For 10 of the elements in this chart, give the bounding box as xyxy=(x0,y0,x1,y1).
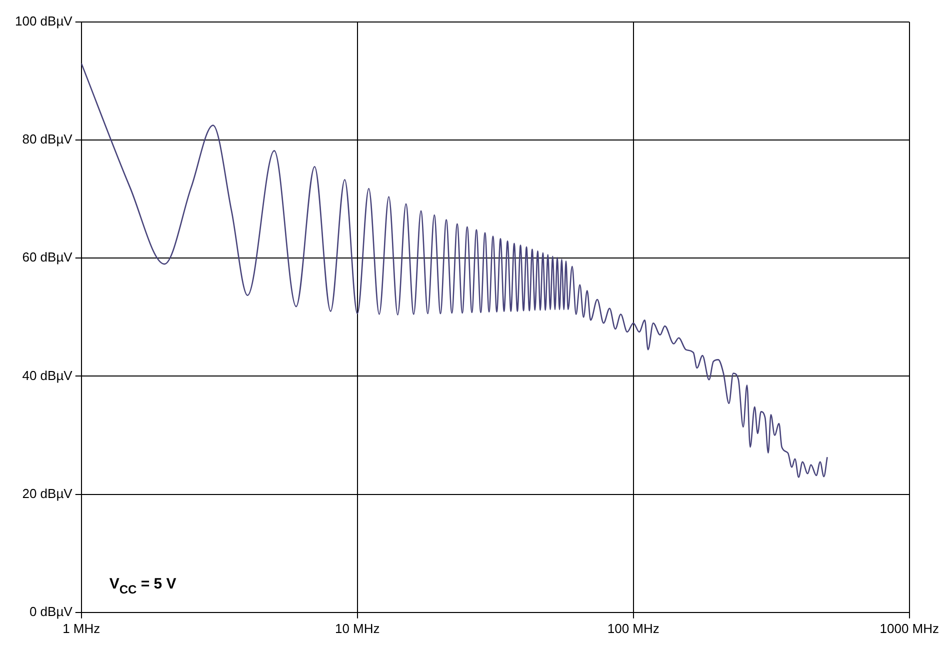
y-tick-label: 20 dBµV xyxy=(22,486,73,501)
x-tick-label: 10 MHz xyxy=(334,620,380,636)
x-tick-label: 100 MHz xyxy=(607,620,660,636)
y-tick-label: 80 dBµV xyxy=(22,132,73,147)
y-tick-label: 0 dBµV xyxy=(29,604,73,619)
x-tick-label: 1 MHz xyxy=(62,620,100,636)
y-tick-label: 60 dBµV xyxy=(22,250,73,265)
y-tick-label: 40 dBµV xyxy=(22,368,73,383)
x-tick-label: 1000 MHz xyxy=(880,620,939,636)
y-tick-label: 100 dBµV xyxy=(14,14,73,29)
